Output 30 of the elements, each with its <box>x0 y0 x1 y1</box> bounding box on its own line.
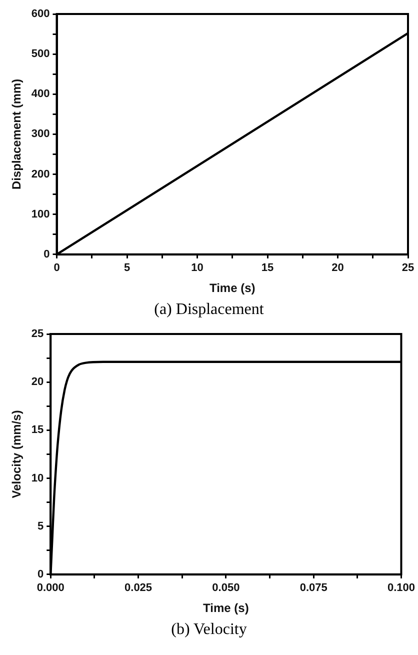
y-tick-label: 25 <box>31 328 44 340</box>
y-tick-label: 20 <box>31 376 44 388</box>
y-tick-label: 15 <box>31 424 44 436</box>
x-tick-label: 20 <box>332 262 344 274</box>
y-tick-label: 0 <box>38 568 44 580</box>
x-tick-label: 0 <box>54 262 60 274</box>
y-tick-label: 600 <box>31 8 50 20</box>
x-tick-label: 0.000 <box>36 582 64 594</box>
x-tick-label: 15 <box>261 262 274 274</box>
y-tick-label: 5 <box>38 520 44 532</box>
y-axis-title: Velocity (mm/s) <box>10 410 24 498</box>
y-tick-label: 400 <box>31 88 50 100</box>
x-tick-label: 0.050 <box>212 582 240 594</box>
x-tick-label: 0.025 <box>124 582 152 594</box>
x-tick-label: 10 <box>191 262 204 274</box>
y-tick-label: 0 <box>44 248 50 260</box>
x-tick-label: 25 <box>402 262 414 274</box>
y-tick-label: 200 <box>31 168 50 180</box>
x-tick-label: 0.075 <box>300 582 328 594</box>
x-axis-title: Time (s) <box>209 281 256 296</box>
x-tick-label: 0.100 <box>387 582 415 594</box>
text: (b) Velocity <box>170 620 248 640</box>
text: (a) Displacement <box>153 300 265 320</box>
y-axis-title: Displacement (mm) <box>10 78 24 190</box>
y-tick-label: 300 <box>31 128 50 140</box>
x-tick-label: 5 <box>124 262 130 274</box>
y-tick-label: 500 <box>31 48 50 60</box>
y-tick-label: 100 <box>31 208 50 220</box>
y-tick-label: 10 <box>31 472 44 484</box>
x-axis-title: Time (s) <box>203 601 249 616</box>
